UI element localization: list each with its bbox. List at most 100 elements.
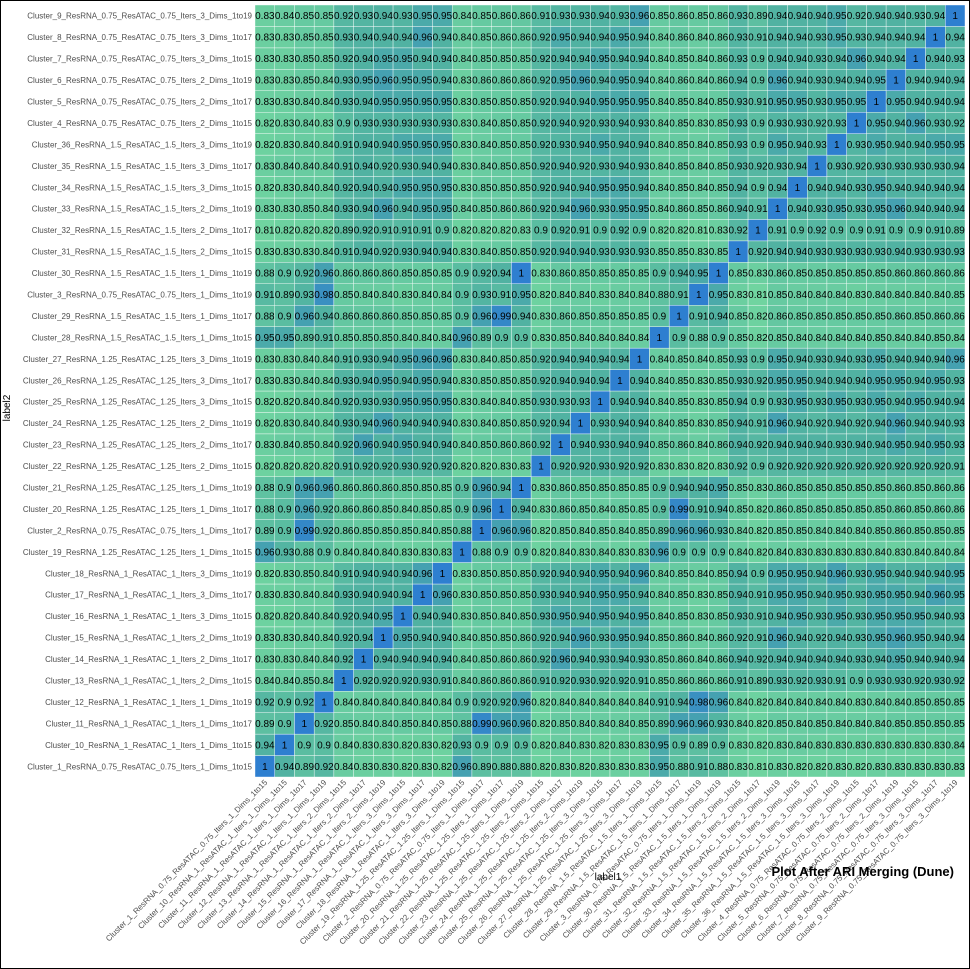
heatmap-cell-label: 0.84	[650, 161, 670, 172]
heatmap-cell-label: 0.9	[652, 504, 666, 515]
heatmap-cell-label: 0.85	[945, 290, 965, 301]
heatmap-cell-label: 0.9	[455, 290, 469, 301]
heatmap-cell-label: 0.83	[630, 762, 650, 773]
heatmap-cell-label: 0.84	[886, 333, 906, 344]
heatmap-cell-label: 0.84	[354, 697, 374, 708]
heatmap-cell-label: 0.83	[847, 547, 867, 558]
heatmap-cell-label: 0.93	[847, 33, 867, 44]
heatmap-cell-label: 0.84	[650, 76, 670, 87]
heatmap-cell-label: 0.96	[886, 204, 906, 215]
heatmap-cell-label: 0.82	[650, 226, 670, 237]
heatmap-cell-label: 0.94	[807, 569, 827, 580]
heatmap-cell-label: 0.83	[728, 290, 748, 301]
heatmap-cell-label: 0.91	[748, 33, 768, 44]
heatmap-cell-label: 0.94	[610, 397, 630, 408]
heatmap-cell-label: 0.95	[393, 354, 413, 365]
heatmap-cell-label: 0.82	[255, 569, 275, 580]
heatmap-cell-label: 0.9	[278, 526, 292, 537]
heatmap-cell-label: 0.91	[926, 226, 946, 237]
heatmap-cell-label: 0.88	[669, 762, 689, 773]
heatmap-cell-label: 0.95	[867, 569, 887, 580]
heatmap-cell-label: 0.84	[650, 54, 670, 65]
heatmap-cell-label: 0.92	[413, 462, 433, 473]
heatmap-cell-label: 0.86	[945, 483, 965, 494]
heatmap-cell-label: 0.9	[534, 226, 548, 237]
heatmap-cell-label: 0.91	[827, 676, 847, 687]
heatmap-cell-label: 1	[716, 269, 722, 280]
heatmap-cell-label: 0.85	[807, 719, 827, 730]
heatmap-cell-label: 0.85	[788, 504, 808, 515]
heatmap-cell-label: 0.94	[433, 440, 453, 451]
heatmap-cell-label: 0.84	[295, 376, 315, 387]
heatmap-cell-label: 0.86	[354, 483, 374, 494]
heatmap-cell-label: 0.96	[926, 590, 946, 601]
heatmap-cell-label: 0.91	[748, 419, 768, 430]
heatmap-cell-label: 0.85	[492, 590, 512, 601]
heatmap-cell-label: 0.95	[610, 204, 630, 215]
heatmap-cell-label: 0.84	[689, 354, 709, 365]
heatmap-cell-label: 0.9	[514, 740, 528, 751]
heatmap-cell-label: 0.94	[926, 655, 946, 666]
heatmap-cell-label: 0.93	[334, 97, 354, 108]
heatmap-cell-label: 0.85	[512, 612, 532, 623]
y-tick-label: Cluster_36_ResRNA_1.5_ResATAC_1.5_Iters_…	[32, 140, 253, 149]
heatmap-cell-label: 0.82	[531, 526, 551, 537]
heatmap-cell-label: 0.85	[472, 97, 492, 108]
heatmap-cell-label: 0.94	[551, 590, 571, 601]
heatmap-cell-label: 0.94	[807, 440, 827, 451]
heatmap-cell-label: 0.93	[393, 161, 413, 172]
heatmap-cell-label: 0.94	[945, 183, 965, 194]
heatmap-cell-label: 0.85	[492, 54, 512, 65]
heatmap-cell-label: 0.94	[906, 590, 926, 601]
heatmap-cell-label: 0.84	[926, 290, 946, 301]
heatmap-cell-label: 0.85	[630, 526, 650, 537]
heatmap-cell-label: 0.94	[255, 740, 275, 751]
heatmap-cell-label: 0.94	[867, 655, 887, 666]
heatmap-cell-label: 0.95	[945, 590, 965, 601]
heatmap-cell-label: 0.96	[768, 76, 788, 87]
heatmap-cell-label: 0.96	[571, 633, 591, 644]
heatmap-cell-label: 0.93	[334, 204, 354, 215]
heatmap-cell-label: 0.96	[571, 204, 591, 215]
heatmap-cell-label: 0.83	[807, 547, 827, 558]
heatmap-cell-label: 0.85	[728, 269, 748, 280]
heatmap-cell-label: 0.84	[492, 397, 512, 408]
heatmap-cell-label: 0.95	[413, 204, 433, 215]
heatmap-cell-label: 0.84	[886, 290, 906, 301]
heatmap-cell-label: 0.85	[512, 376, 532, 387]
heatmap-cell-label: 0.85	[373, 333, 393, 344]
heatmap-cell-label: 0.82	[748, 719, 768, 730]
heatmap-cell-label: 0.85	[650, 247, 670, 258]
heatmap-cell-label: 0.84	[314, 569, 334, 580]
heatmap-cell-label: 0.85	[590, 269, 610, 280]
heatmap-cell-label: 0.89	[255, 719, 275, 730]
heatmap-cell-label: 0.85	[807, 483, 827, 494]
heatmap-cell-label: 0.95	[393, 440, 413, 451]
heatmap-cell-label: 0.96	[295, 504, 315, 515]
heatmap-cell-label: 0.9	[455, 697, 469, 708]
heatmap-cell-label: 0.84	[275, 676, 295, 687]
heatmap-cell-label: 0.9	[337, 118, 351, 129]
heatmap-cell-label: 0.94	[354, 633, 374, 644]
heatmap-cell-label: 0.84	[334, 762, 354, 773]
heatmap-cell-label: 0.9	[672, 547, 686, 558]
heatmap-cell-label: 0.92	[531, 569, 551, 580]
heatmap-cell-label: 0.93	[768, 397, 788, 408]
heatmap-cell-label: 0.86	[926, 311, 946, 322]
heatmap-cell-label: 0.85	[472, 612, 492, 623]
heatmap-cell-label: 0.94	[433, 376, 453, 387]
heatmap-cell-label: 0.83	[255, 633, 275, 644]
heatmap-cell-label: 0.94	[669, 697, 689, 708]
heatmap-cell-label: 0.84	[373, 719, 393, 730]
heatmap-cell-label: 0.96	[571, 76, 591, 87]
heatmap-cell-label: 0.93	[590, 633, 610, 644]
heatmap-cell-label: 0.84	[314, 419, 334, 430]
heatmap-cell-label: 0.94	[610, 569, 630, 580]
heatmap-cell-label: 0.95	[590, 183, 610, 194]
heatmap-cell-label: 0.86	[906, 269, 926, 280]
heatmap-cell-label: 0.85	[334, 719, 354, 730]
heatmap-cell-label: 0.93	[728, 97, 748, 108]
heatmap-cell-label: 0.82	[531, 290, 551, 301]
heatmap-cell-label: 0.94	[768, 54, 788, 65]
heatmap-cell-label: 0.95	[926, 140, 946, 151]
